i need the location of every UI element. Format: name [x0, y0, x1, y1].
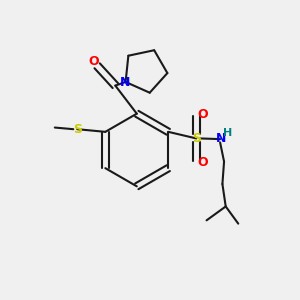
Text: S: S [192, 132, 201, 145]
Text: O: O [88, 55, 98, 68]
Text: N: N [120, 76, 130, 89]
Text: S: S [73, 123, 82, 136]
Text: N: N [216, 132, 226, 145]
Text: H: H [223, 128, 232, 138]
Text: O: O [197, 156, 208, 169]
Text: O: O [197, 108, 208, 121]
